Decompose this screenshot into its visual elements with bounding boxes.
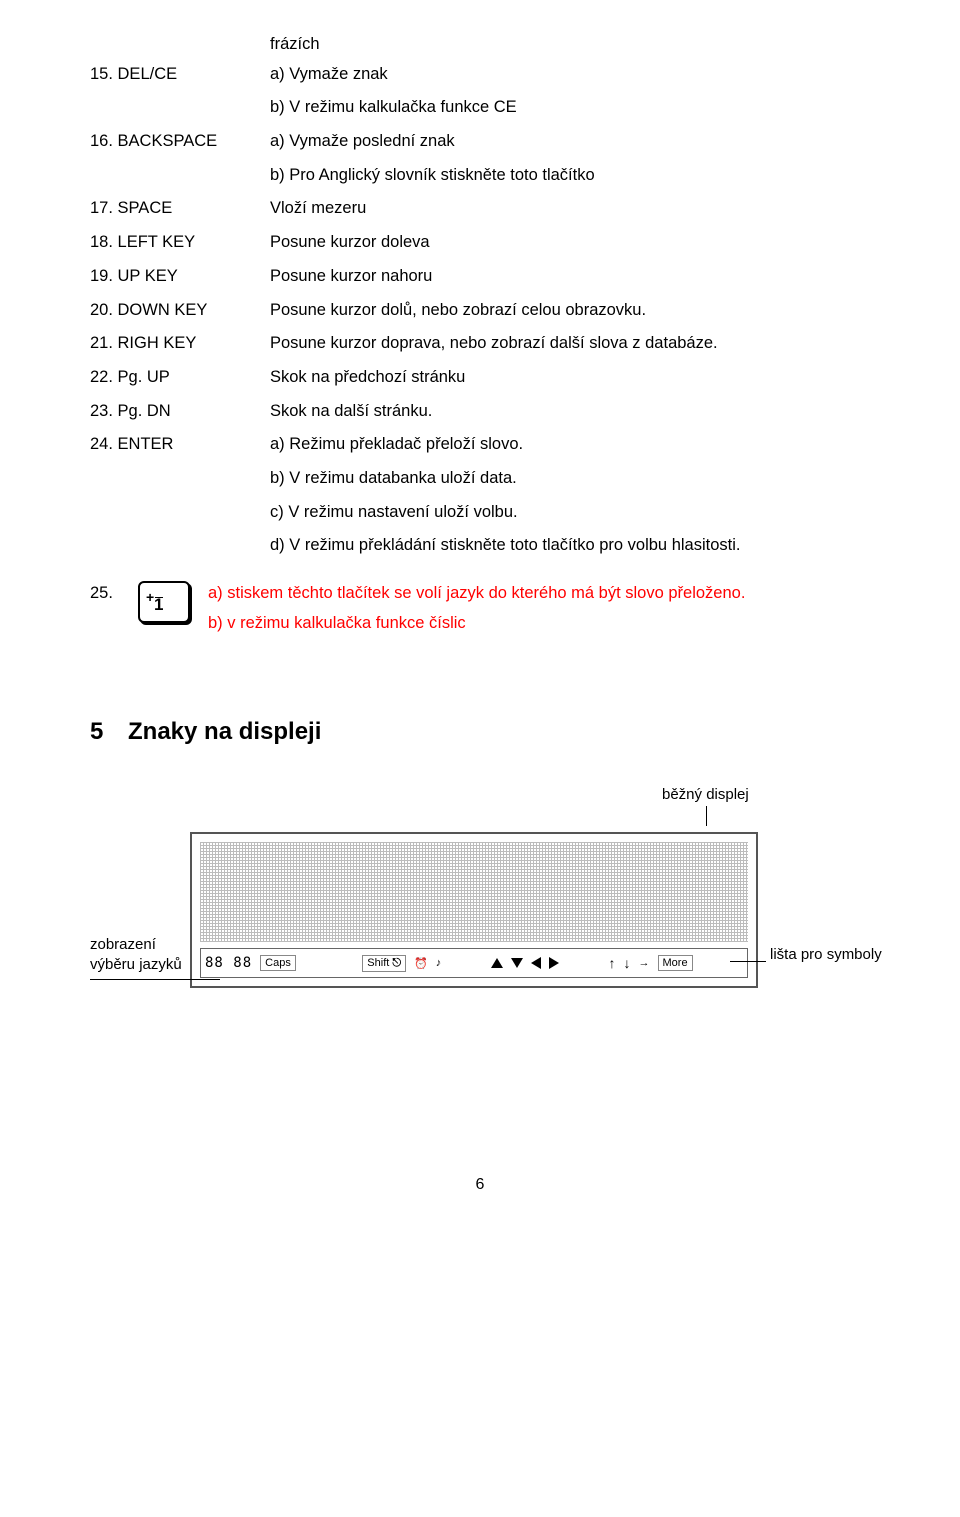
list-key: 23. Pg. DN	[90, 397, 270, 427]
list-row: 21. RIGH KEYPosune kurzor doprava, nebo …	[90, 329, 870, 359]
lcd-dot-matrix	[200, 842, 748, 942]
lcd-symbol-bar: 88 88 Caps Shift ⎋ ⏰ ♪ → More	[200, 948, 748, 978]
definition-list: 15. DEL/CEa) Vymaže znakb) V režimu kalk…	[90, 60, 870, 561]
list-row: 22. Pg. UPSkok na předchozí stránku	[90, 363, 870, 393]
label-left-1: zobrazení	[90, 936, 156, 953]
list-value: d) V režimu překládání stiskněte toto tl…	[270, 531, 870, 561]
arrow-right-icon: →	[639, 957, 650, 969]
section-heading: 5Znaky na displeji	[90, 718, 870, 746]
list-row: 15. DEL/CEa) Vymaže znak	[90, 60, 870, 90]
list-value: b) Pro Anglický slovník stiskněte toto t…	[270, 161, 870, 191]
triangle-left-icon	[531, 957, 541, 969]
list-key: 22. Pg. UP	[90, 363, 270, 393]
continuation-line: frázích	[90, 30, 870, 60]
list-key: 15. DEL/CE	[90, 60, 270, 90]
page-number: 6	[90, 1176, 870, 1194]
list-key: 20. DOWN KEY	[90, 296, 270, 326]
item-25-line-a: a) stiskem těchto tlačítek se volí jazyk…	[208, 579, 870, 609]
list-row: b) Pro Anglický slovník stiskněte toto t…	[90, 161, 870, 191]
arrow-up-icon	[609, 955, 616, 971]
triangle-down-icon	[511, 958, 523, 968]
list-value: Posune kurzor doprava, nebo zobrazí dalš…	[270, 329, 870, 359]
leader-line-right	[730, 961, 766, 962]
display-diagram: běžný displej 88 88 Caps Shift ⎋ ⏰ ♪ →	[90, 786, 870, 1046]
list-value: a) Vymaže znak	[270, 60, 870, 90]
list-row: b) V režimu databanka uloží data.	[90, 464, 870, 494]
label-top: běžný displej	[662, 786, 749, 803]
lcd-frame: 88 88 Caps Shift ⎋ ⏰ ♪ → More	[190, 832, 758, 988]
list-row: 17. SPACEVloží mezeru	[90, 194, 870, 224]
section-number: 5	[90, 718, 128, 746]
list-key: 18. LEFT KEY	[90, 228, 270, 258]
list-row: 18. LEFT KEYPosune kurzor doleva	[90, 228, 870, 258]
list-value: Posune kurzor dolů, nebo zobrazí celou o…	[270, 296, 870, 326]
list-value: Posune kurzor doleva	[270, 228, 870, 258]
list-value: c) V režimu nastavení uloží volbu.	[270, 498, 870, 528]
item-25-key-icon-cell: + 1	[138, 579, 208, 623]
list-value: Skok na předchozí stránku	[270, 363, 870, 393]
section-title: Znaky na displeji	[128, 718, 321, 745]
document-page: frázích 15. DEL/CEa) Vymaže znakb) V rež…	[0, 0, 960, 1234]
list-row: 19. UP KEYPosune kurzor nahoru	[90, 262, 870, 292]
list-row: 16. BACKSPACEa) Vymaže poslední znak	[90, 127, 870, 157]
caps-indicator: Caps	[260, 955, 296, 971]
list-value: Vloží mezeru	[270, 194, 870, 224]
seven-segment-icon: 88 88	[205, 955, 252, 971]
digit-1-glyph: 1	[154, 590, 163, 621]
item-25-line-b: b) v režimu kalkulačka funkce číslic	[208, 609, 870, 639]
label-left-2: výběru jazyků	[90, 956, 182, 973]
list-row: 20. DOWN KEYPosune kurzor dolů, nebo zob…	[90, 296, 870, 326]
list-row: c) V režimu nastavení uloží volbu.	[90, 498, 870, 528]
list-value: Skok na další stránku.	[270, 397, 870, 427]
item-25-number: 25.	[90, 579, 138, 609]
list-row: d) V režimu překládání stiskněte toto tl…	[90, 531, 870, 561]
shift-indicator: Shift ⎋	[362, 955, 406, 972]
note-icon: ♪	[436, 957, 442, 969]
list-key: 17. SPACE	[90, 194, 270, 224]
list-value: Posune kurzor nahoru	[270, 262, 870, 292]
more-indicator: More	[658, 955, 693, 971]
list-value: b) V režimu databanka uloží data.	[270, 464, 870, 494]
list-key: 19. UP KEY	[90, 262, 270, 292]
leader-line-left	[90, 979, 220, 980]
list-row: 23. Pg. DNSkok na další stránku.	[90, 397, 870, 427]
triangle-right-icon	[549, 957, 559, 969]
list-key: 16. BACKSPACE	[90, 127, 270, 157]
alarm-icon: ⏰	[414, 957, 428, 970]
label-right: lišta pro symboly	[770, 946, 882, 963]
list-row: 24. ENTERa) Režimu překladač přeloží slo…	[90, 430, 870, 460]
leader-line-top	[706, 806, 707, 826]
item-25: 25. + 1 a) stiskem těchto tlačítek se vo…	[90, 579, 870, 638]
list-key: 24. ENTER	[90, 430, 270, 460]
list-value: a) Režimu překladač přeloží slovo.	[270, 430, 870, 460]
item-25-text: a) stiskem těchto tlačítek se volí jazyk…	[208, 579, 870, 638]
list-value: b) V režimu kalkulačka funkce CE	[270, 93, 870, 123]
arrow-down-icon	[624, 955, 631, 971]
triangle-up-icon	[491, 958, 503, 968]
plus-minus-1-key-icon: + 1	[138, 581, 190, 623]
list-value: a) Vymaže poslední znak	[270, 127, 870, 157]
list-key: 21. RIGH KEY	[90, 329, 270, 359]
list-row: b) V režimu kalkulačka funkce CE	[90, 93, 870, 123]
